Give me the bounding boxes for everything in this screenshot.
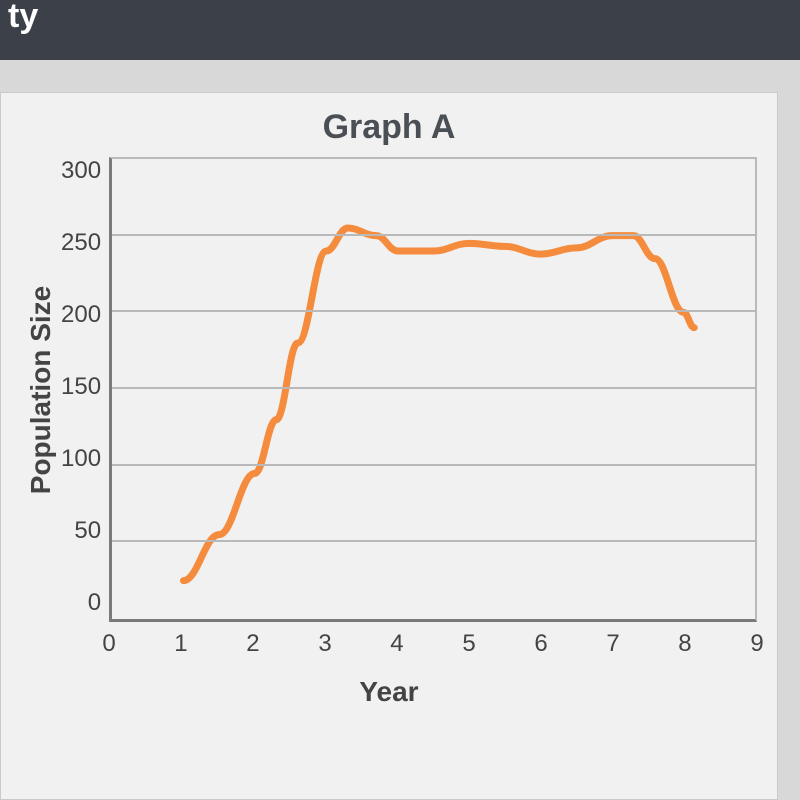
x-axis-ticks: 0123456789 (109, 622, 757, 662)
gridline (112, 310, 755, 312)
y-tick: 150 (61, 373, 101, 401)
x-axis-row: 0123456789 (21, 622, 757, 662)
series-line (183, 228, 694, 581)
x-tick: 5 (462, 630, 475, 658)
header-text: ty (8, 0, 38, 35)
plot-area (109, 157, 757, 622)
y-tick: 100 (61, 445, 101, 473)
line-series (112, 159, 755, 619)
x-tick: 1 (174, 630, 187, 658)
x-tick: 0 (102, 630, 115, 658)
x-tick: 6 (534, 630, 547, 658)
x-tick: 8 (678, 630, 691, 658)
page: ty Graph A Population Size 3002502001501… (0, 0, 800, 800)
gridline (112, 540, 755, 542)
y-tick: 200 (61, 301, 101, 329)
y-tick: 50 (74, 517, 101, 545)
y-axis-ticks: 300 250 200 150 100 50 0 (61, 157, 109, 617)
x-tick: 4 (390, 630, 403, 658)
x-tick: 7 (606, 630, 619, 658)
y-axis-label: Population Size (21, 157, 61, 622)
chart-title: Graph A (21, 108, 757, 147)
y-tick: 300 (61, 157, 101, 185)
chart-panel: Graph A Population Size 3002502001501005… (0, 92, 778, 800)
gridline (112, 234, 755, 236)
x-tick: 2 (246, 630, 259, 658)
x-tick: 9 (750, 630, 763, 658)
y-tick: 0 (88, 589, 101, 617)
header-bar: ty (0, 0, 800, 60)
y-tick: 250 (61, 229, 101, 257)
gridline (112, 464, 755, 466)
plot-row: Population Size 300 250 200 150 100 50 0 (21, 157, 757, 622)
x-tick: 3 (318, 630, 331, 658)
chart: Graph A Population Size 3002502001501005… (21, 108, 757, 779)
x-axis-label: Year (21, 676, 757, 708)
gridline (112, 387, 755, 389)
